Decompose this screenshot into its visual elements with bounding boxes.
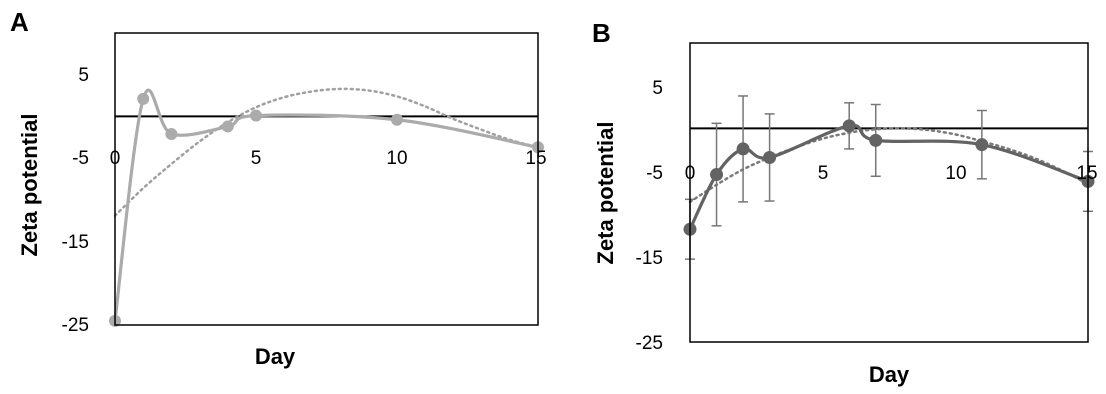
panel-b-y-axis-title: Zeta potential (593, 121, 618, 264)
panel-a-data-line (113, 88, 540, 323)
panel-b-y-tick: -15 (636, 248, 663, 269)
panel-b-x-tick: 5 (818, 163, 829, 184)
panel-a-plot-frame (114, 32, 539, 326)
panel-a-y-tick: -15 (62, 232, 89, 253)
panel-a-trend-line (113, 87, 540, 217)
panel-a-data-point (137, 92, 150, 105)
panel-b-x-axis-title: Day (869, 362, 910, 387)
panel-a-x-tick: 15 (525, 148, 546, 169)
panel-a-plot-layer (109, 87, 544, 327)
panel-a-y-tick: -25 (62, 315, 89, 336)
panel-b-x-tick: 10 (945, 163, 966, 184)
panel-b-label: B (592, 18, 611, 48)
panel-a: A Zeta potential Day 5 -5 -15 -25 0 5 10… (10, 7, 547, 369)
panel-b: B Zeta potential Day 5 -5 -15 -25 0 5 10… (592, 18, 1098, 387)
panel-b-data-point (842, 119, 856, 133)
panel-b-y-tick: -5 (646, 163, 663, 184)
panel-b-x-tick: 0 (685, 163, 696, 184)
panel-a-x-tick: 5 (251, 148, 262, 169)
panel-b-plot-frame (689, 42, 1089, 343)
panel-b-data-point (869, 133, 883, 147)
panel-a-x-axis-title: Day (255, 344, 296, 369)
panel-a-data-point (391, 113, 403, 126)
panel-b-y-tick: 5 (652, 78, 663, 99)
panel-a-data-point (165, 127, 178, 140)
panel-b-x-tick: 15 (1076, 163, 1097, 184)
panel-b-data-line (688, 123, 1090, 231)
panel-b-data-point (736, 142, 750, 156)
panel-b-trend-line (688, 127, 1090, 204)
panel-a-x-tick: 10 (386, 148, 407, 169)
panel-a-label: A (10, 7, 29, 37)
panel-a-x-tick: 0 (110, 148, 121, 169)
panel-b-data-point (975, 138, 989, 152)
panel-a-data-point (221, 120, 234, 133)
panel-a-y-tick: -5 (72, 148, 89, 169)
panel-b-plot-layer (683, 95, 1095, 260)
panel-a-y-tick: 5 (78, 65, 89, 86)
panel-b-data-point (763, 150, 777, 164)
panel-b-data-point (710, 168, 724, 182)
panel-a-y-axis-title: Zeta potential (17, 113, 42, 256)
panel-a-data-point (250, 109, 262, 122)
panel-b-y-tick: -25 (636, 333, 663, 354)
